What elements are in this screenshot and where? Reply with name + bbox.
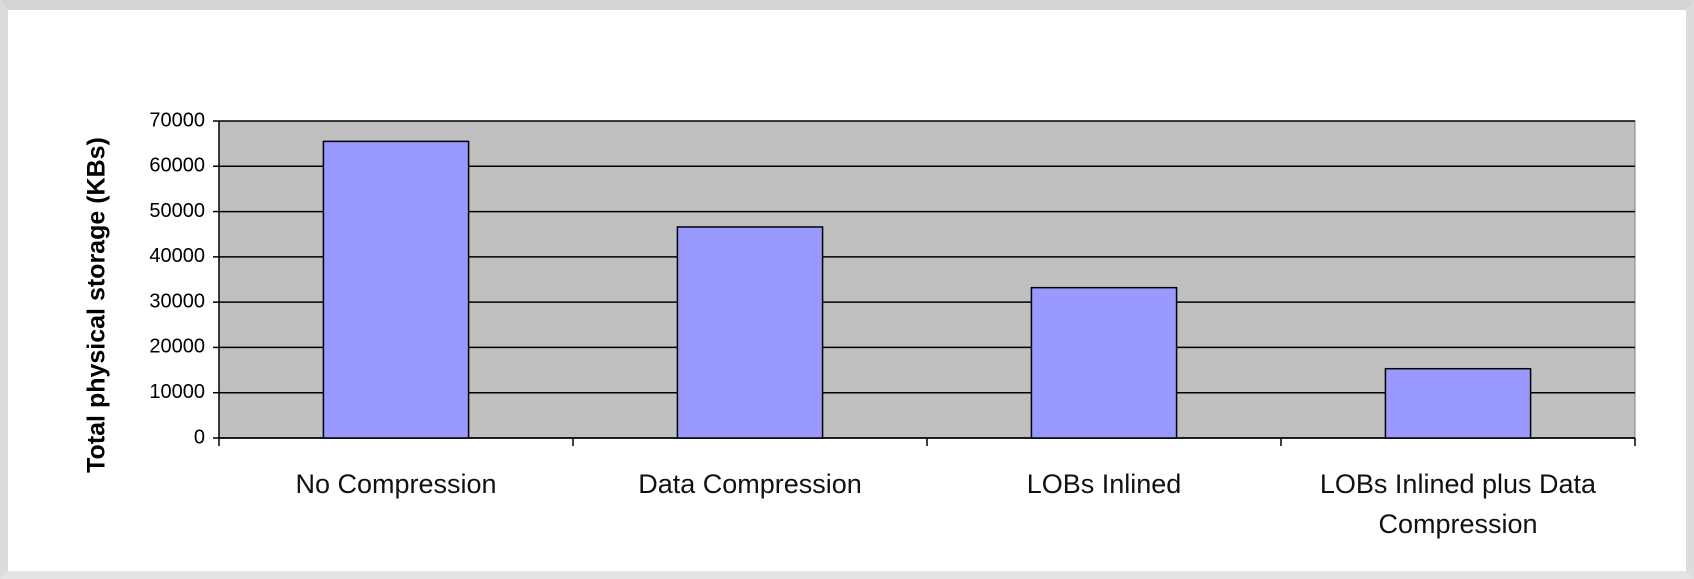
y-tick-label: 70000	[149, 109, 205, 131]
y-axis-label: Total physical storage (KBs)	[83, 137, 111, 473]
y-tick-label: 30000	[149, 290, 205, 312]
y-tick-label: 10000	[149, 381, 205, 403]
bar	[322, 140, 470, 439]
bar	[676, 226, 824, 439]
y-tick-label: 60000	[149, 155, 205, 177]
x-tick-label: LOBs Inlined plus Data Compression	[1319, 469, 1597, 539]
x-tick-label: LOBs Inlined	[1026, 469, 1182, 499]
bar	[1384, 367, 1532, 439]
y-tick-label: 20000	[149, 336, 205, 358]
bar	[1030, 286, 1178, 439]
x-tick-label: No Compression	[295, 469, 497, 499]
x-tick-label: Data Compression	[638, 469, 862, 499]
y-tick-label: 0	[194, 426, 205, 448]
y-tick-label: 50000	[149, 200, 205, 222]
y-tick-label: 40000	[149, 245, 205, 267]
